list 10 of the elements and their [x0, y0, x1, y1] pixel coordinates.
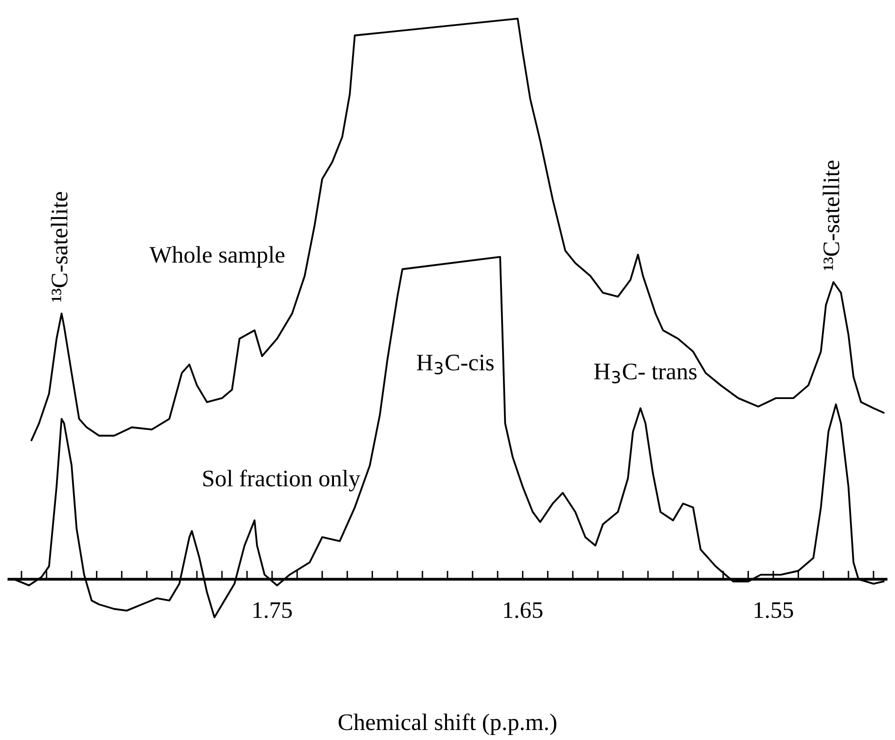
annotation: ¹³C-satellite: [50, 192, 68, 302]
series-label: Whole sample: [150, 246, 284, 268]
x-tick-label: 1.65: [504, 602, 542, 618]
series-label: Sol fraction only: [203, 470, 360, 492]
annotation: H$_{3}$C-cis: [416, 354, 494, 374]
annotation: ¹³C-satellite: [822, 160, 840, 270]
x-axis-title: Chemical shift (p.p.m.): [338, 713, 556, 736]
x-tick-label: 1.55: [754, 602, 794, 618]
x-tick-label: 1.75: [253, 602, 292, 618]
annotation: H$_{3}$C- trans: [594, 364, 697, 384]
